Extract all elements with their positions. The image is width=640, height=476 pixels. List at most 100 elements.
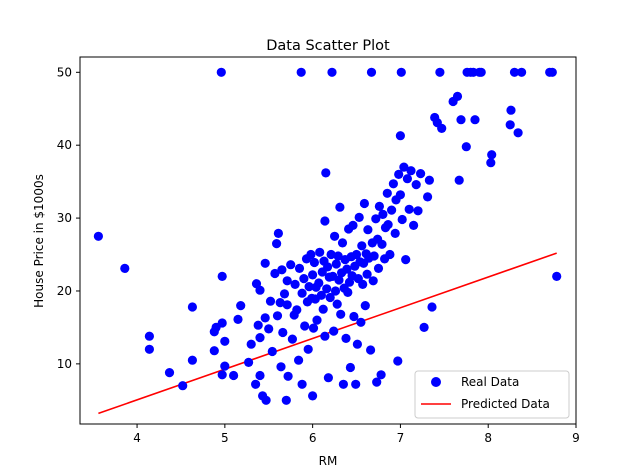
y-tick-label: 50 <box>57 65 72 79</box>
legend-label-real-data: Real Data <box>461 375 519 389</box>
data-point <box>320 216 330 226</box>
data-point <box>265 296 276 306</box>
data-point <box>300 321 310 331</box>
data-point <box>323 262 333 272</box>
data-point <box>308 323 319 333</box>
data-point <box>264 324 274 334</box>
data-point <box>309 257 319 268</box>
data-point <box>333 251 343 261</box>
x-tick-label: 4 <box>133 431 141 445</box>
data-point <box>395 131 405 141</box>
data-point <box>369 251 379 261</box>
data-point <box>341 333 351 343</box>
data-point <box>404 204 414 214</box>
data-point <box>260 258 270 268</box>
data-point <box>366 345 376 355</box>
data-point <box>236 301 246 311</box>
legend-box <box>414 370 570 419</box>
data-point <box>423 192 433 202</box>
data-point <box>385 249 395 260</box>
y-axis-ticks: 10 20 30 40 50 <box>57 65 80 371</box>
data-point <box>164 368 175 378</box>
data-point <box>399 162 409 172</box>
data-point <box>308 391 318 401</box>
data-point <box>335 202 345 212</box>
data-point <box>396 67 406 77</box>
data-point <box>120 263 130 273</box>
data-point <box>282 300 292 310</box>
data-point <box>413 206 423 216</box>
data-point <box>345 362 355 373</box>
data-point <box>277 265 287 275</box>
data-point <box>217 370 227 380</box>
data-point <box>297 379 307 389</box>
data-point <box>323 373 333 383</box>
data-point <box>363 225 373 235</box>
data-point <box>377 239 387 249</box>
data-point <box>267 346 277 357</box>
data-point <box>315 247 325 257</box>
chart-title: Data Scatter Plot <box>266 38 390 54</box>
y-tick-label: 10 <box>57 357 72 371</box>
data-point <box>220 336 230 346</box>
data-point <box>330 286 341 296</box>
data-point <box>388 179 398 189</box>
y-tick-label: 20 <box>57 284 72 298</box>
data-point <box>368 276 378 286</box>
data-point <box>393 356 403 366</box>
data-point <box>329 326 339 336</box>
data-point <box>272 239 282 249</box>
data-point <box>318 304 328 314</box>
data-point <box>278 327 288 338</box>
data-point <box>322 284 332 294</box>
data-point <box>371 214 381 224</box>
data-point <box>255 285 265 295</box>
data-point <box>270 268 280 279</box>
data-point <box>287 334 297 344</box>
x-tick-label: 8 <box>484 431 492 445</box>
data-point <box>354 212 364 222</box>
data-point <box>294 355 304 365</box>
data-point <box>281 395 291 405</box>
data-point <box>306 249 316 260</box>
chart-legend: Real Data Predicted Data <box>414 370 570 419</box>
data-point <box>366 67 377 77</box>
y-tick-label: 40 <box>57 138 72 152</box>
data-point <box>253 320 263 330</box>
data-point <box>394 169 404 179</box>
data-point <box>349 311 359 322</box>
plot-area <box>93 67 562 415</box>
plot-frame <box>79 56 577 425</box>
data-point <box>424 175 434 185</box>
legend-label-predicted-data: Predicted Data <box>461 397 550 411</box>
data-point <box>397 214 407 225</box>
x-axis-ticks: 4 5 6 7 8 9 <box>133 424 580 445</box>
data-point <box>273 228 283 238</box>
data-point <box>552 271 562 281</box>
data-point <box>383 220 393 230</box>
data-point <box>279 289 290 299</box>
data-point <box>351 379 361 389</box>
data-point <box>401 255 411 265</box>
y-axis-label: House Price in $1000s <box>32 174 46 308</box>
data-point <box>342 264 352 274</box>
data-point <box>509 67 520 77</box>
x-tick-label: 6 <box>309 431 317 445</box>
data-point <box>296 67 306 77</box>
data-point <box>382 188 392 198</box>
data-point <box>456 115 466 125</box>
data-point <box>372 377 382 387</box>
data-point <box>332 299 342 309</box>
data-point <box>435 67 445 77</box>
data-point <box>378 209 388 219</box>
data-point <box>506 105 516 115</box>
data-point <box>246 339 256 349</box>
data-point <box>517 67 527 77</box>
data-point <box>321 168 331 178</box>
data-point <box>326 249 336 260</box>
data-point <box>217 318 227 328</box>
data-point <box>187 355 197 365</box>
data-point <box>303 344 313 354</box>
data-point <box>286 260 296 270</box>
